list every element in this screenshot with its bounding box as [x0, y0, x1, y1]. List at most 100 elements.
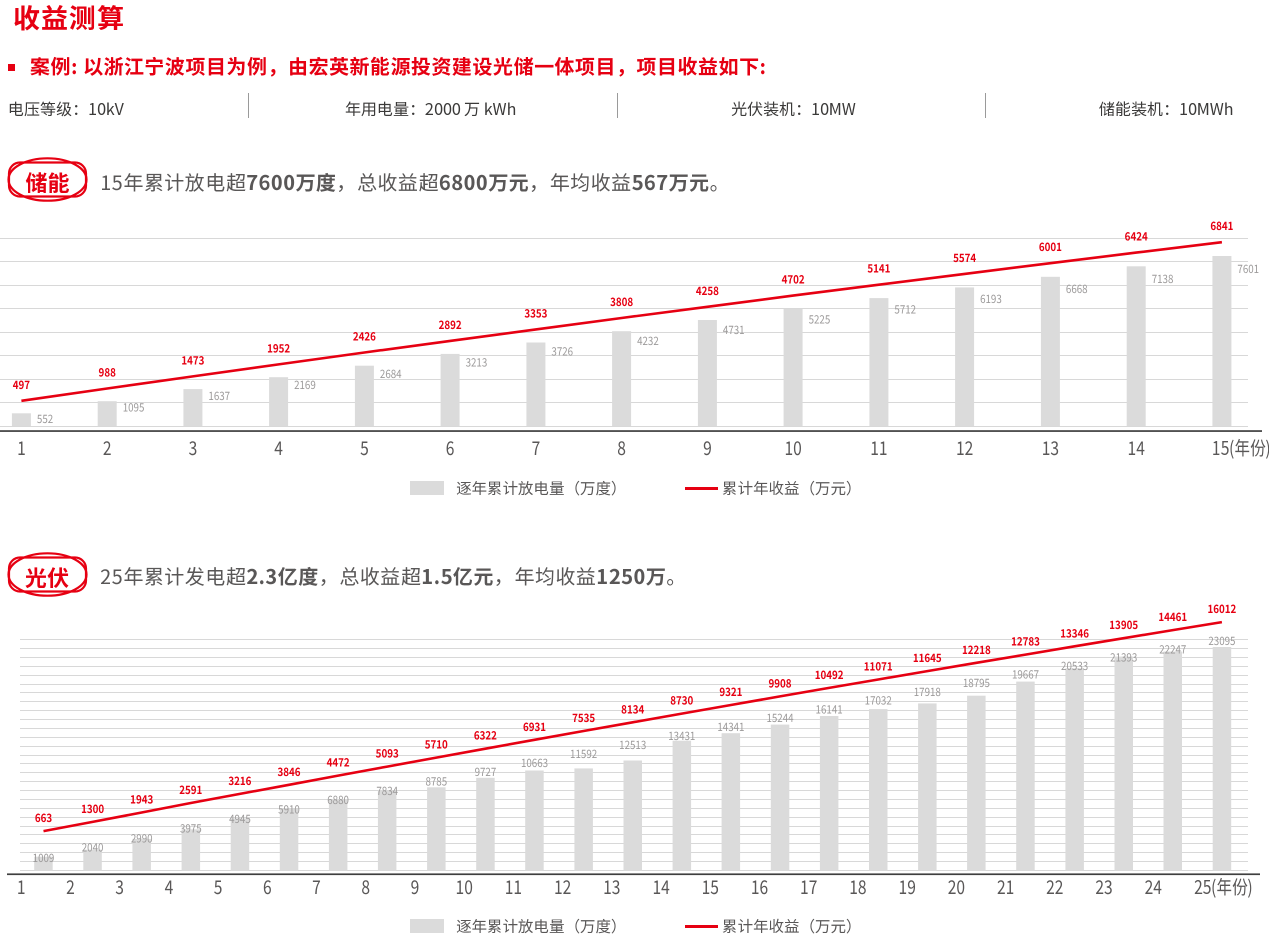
svg-text:20533: 20533	[1061, 658, 1088, 674]
svg-text:3726: 3726	[551, 344, 573, 360]
svg-text:1300: 1300	[81, 801, 104, 817]
svg-text:5910: 5910	[278, 802, 300, 818]
svg-text:4: 4	[274, 434, 283, 460]
svg-text:1009: 1009	[33, 850, 55, 866]
svg-text:13431: 13431	[668, 728, 695, 744]
svg-text:3213: 3213	[466, 355, 488, 371]
svg-text:11592: 11592	[570, 746, 597, 762]
svg-text:2: 2	[66, 873, 75, 900]
svg-text:12218: 12218	[962, 642, 991, 658]
svg-text:10: 10	[784, 434, 801, 460]
svg-text:17918: 17918	[914, 684, 941, 700]
svg-text:6424: 6424	[1125, 229, 1148, 245]
svg-text:17032: 17032	[865, 693, 892, 709]
svg-text:4: 4	[165, 873, 174, 900]
svg-text:22247: 22247	[1159, 641, 1186, 657]
svg-text:16141: 16141	[816, 701, 843, 717]
svg-text:5141: 5141	[867, 261, 890, 277]
svg-text:20: 20	[948, 873, 965, 900]
svg-text:9: 9	[703, 434, 712, 460]
svg-text:9727: 9727	[475, 764, 497, 780]
svg-text:19667: 19667	[1012, 667, 1039, 683]
svg-text:2169: 2169	[294, 377, 316, 393]
svg-text:7535: 7535	[572, 710, 595, 726]
svg-text:2426: 2426	[353, 329, 376, 345]
svg-text:8: 8	[361, 873, 370, 900]
svg-text:8730: 8730	[670, 693, 693, 709]
svg-text:2684: 2684	[380, 366, 402, 382]
svg-text:2892: 2892	[439, 317, 462, 333]
svg-text:6880: 6880	[327, 792, 349, 808]
svg-text:11071: 11071	[864, 659, 893, 675]
svg-text:6668: 6668	[1066, 281, 1088, 297]
svg-text:13905: 13905	[1109, 617, 1138, 633]
svg-text:14: 14	[1128, 434, 1146, 460]
svg-text:12: 12	[554, 873, 571, 900]
svg-text:5574: 5574	[953, 250, 976, 266]
svg-text:22: 22	[1046, 873, 1063, 900]
svg-text:8785: 8785	[425, 774, 447, 790]
svg-text:6322: 6322	[474, 728, 497, 744]
svg-text:5: 5	[360, 434, 369, 460]
svg-text:4702: 4702	[782, 272, 805, 288]
svg-text:2990: 2990	[131, 831, 153, 847]
svg-text:8: 8	[617, 434, 626, 460]
svg-text:1: 1	[17, 434, 26, 460]
svg-text:4945: 4945	[229, 811, 251, 827]
svg-text:2591: 2591	[179, 782, 202, 798]
svg-text:9908: 9908	[768, 676, 791, 692]
svg-text:8134: 8134	[621, 701, 644, 717]
svg-text:7: 7	[532, 434, 541, 460]
svg-text:1095: 1095	[123, 400, 145, 416]
svg-text:3808: 3808	[610, 294, 633, 310]
svg-text:17: 17	[800, 873, 817, 900]
svg-text:15244: 15244	[766, 710, 793, 726]
svg-text:6001: 6001	[1039, 239, 1062, 255]
svg-text:14341: 14341	[717, 719, 744, 735]
svg-text:9: 9	[411, 873, 420, 900]
svg-text:11: 11	[870, 434, 887, 460]
svg-text:13: 13	[603, 873, 620, 900]
svg-text:21: 21	[997, 873, 1014, 900]
svg-text:7601: 7601	[1237, 261, 1259, 277]
svg-text:11: 11	[505, 873, 522, 900]
svg-text:24: 24	[1145, 873, 1163, 900]
svg-text:5710: 5710	[425, 737, 448, 753]
svg-text:14: 14	[652, 873, 670, 900]
svg-text:1943: 1943	[130, 792, 153, 808]
svg-text:18: 18	[849, 873, 866, 900]
svg-text:3: 3	[189, 434, 198, 460]
svg-text:3846: 3846	[277, 764, 300, 780]
svg-text:9321: 9321	[719, 684, 742, 700]
svg-text:10663: 10663	[521, 755, 548, 771]
svg-text:3: 3	[115, 873, 124, 900]
svg-text:23095: 23095	[1208, 633, 1235, 649]
svg-text:7138: 7138	[1152, 271, 1174, 287]
svg-text:663: 663	[35, 810, 52, 826]
svg-text:5225: 5225	[809, 312, 831, 328]
svg-text:14461: 14461	[1158, 609, 1187, 625]
svg-text:2: 2	[103, 434, 112, 460]
svg-text:25(年份): 25(年份)	[1194, 873, 1253, 900]
svg-text:15: 15	[702, 873, 719, 900]
svg-text:5712: 5712	[894, 301, 916, 317]
svg-text:6193: 6193	[980, 291, 1002, 307]
svg-text:1952: 1952	[267, 341, 290, 357]
svg-text:3975: 3975	[180, 821, 202, 837]
svg-text:10: 10	[456, 873, 473, 900]
svg-text:12513: 12513	[619, 737, 646, 753]
svg-text:10492: 10492	[815, 667, 844, 683]
svg-text:13: 13	[1042, 434, 1059, 460]
svg-text:3216: 3216	[228, 773, 251, 789]
svg-text:16: 16	[751, 873, 768, 900]
svg-text:497: 497	[13, 377, 30, 393]
svg-text:21393: 21393	[1110, 650, 1137, 666]
svg-text:12: 12	[956, 434, 973, 460]
svg-text:552: 552	[37, 411, 53, 427]
svg-text:6: 6	[446, 434, 455, 460]
svg-text:4472: 4472	[327, 755, 350, 771]
svg-text:6841: 6841	[1210, 218, 1233, 234]
svg-text:5: 5	[214, 873, 223, 900]
svg-text:11645: 11645	[913, 650, 942, 666]
svg-text:7834: 7834	[376, 783, 398, 799]
